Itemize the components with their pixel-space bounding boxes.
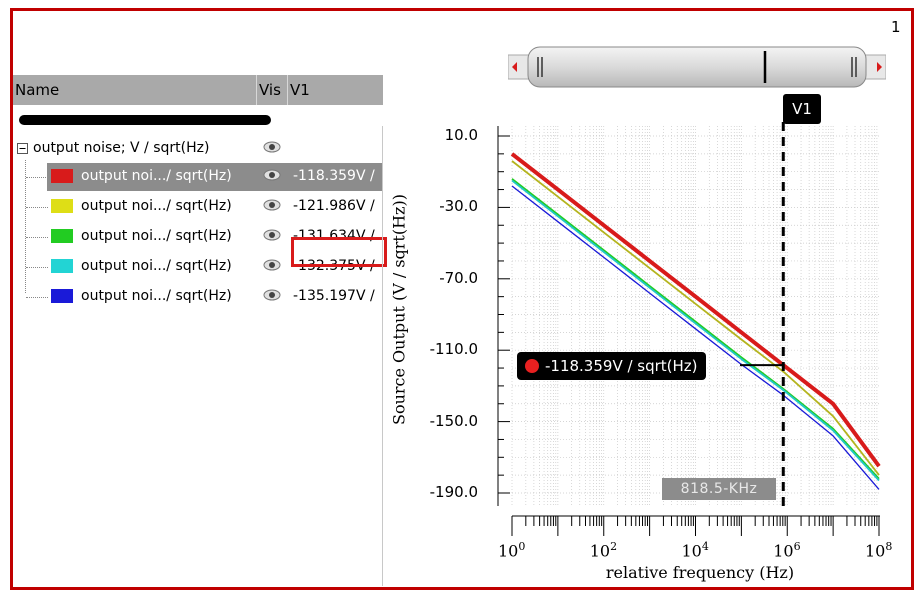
- panel-splitter[interactable]: [382, 126, 383, 586]
- x-tick-exponent: 8: [885, 540, 893, 553]
- visibility-eye-icon[interactable]: [263, 288, 281, 302]
- y-tick-label: -70.0: [439, 268, 478, 287]
- x-tick-exponent: 4: [701, 540, 709, 553]
- plot-axes: [497, 126, 880, 536]
- series-name: output noi.../ sqrt(Hz): [81, 228, 232, 244]
- window-number: 1: [891, 18, 901, 36]
- series-line[interactable]: [511, 185, 880, 490]
- column-header-vis[interactable]: Vis: [259, 81, 281, 99]
- column-header-v1[interactable]: V1: [290, 81, 310, 99]
- series-color-swatch[interactable]: [51, 229, 73, 243]
- x-tick-label: 100: [498, 540, 525, 560]
- x-tick-exponent: 6: [793, 540, 801, 553]
- series-v1-value[interactable]: -121.986V /: [293, 198, 375, 214]
- x-tick-base: 10: [865, 541, 886, 561]
- series-v1-value[interactable]: -135.197V /: [293, 288, 375, 304]
- series-v1-value[interactable]: -118.359V /: [293, 168, 375, 184]
- tree-guide-line: [25, 160, 26, 293]
- y-tick-label: -150.0: [429, 411, 478, 430]
- series-color-swatch[interactable]: [51, 169, 73, 183]
- signal-table: Name Vis V1 output noise; V / sqrt(Hz) o…: [13, 75, 387, 587]
- tree-guide-line: [26, 267, 48, 268]
- series-name: output noi.../ sqrt(Hz): [81, 258, 232, 274]
- x-tick-base: 10: [589, 541, 611, 561]
- table-row[interactable]: output noi.../ sqrt(Hz) -121.986V /: [13, 193, 383, 221]
- x-axis-label: relative frequency (Hz): [605, 563, 795, 582]
- series-color-swatch[interactable]: [51, 289, 73, 303]
- x-tick-label: 104: [682, 540, 709, 560]
- series-line[interactable]: [511, 160, 880, 476]
- visibility-eye-icon[interactable]: [263, 228, 281, 242]
- table-header: Name Vis V1: [13, 75, 383, 105]
- y-tick-label: -190.0: [429, 483, 478, 501]
- tree-guide-line: [26, 207, 48, 208]
- tree-guide-line: [26, 237, 48, 238]
- table-row[interactable]: output noi.../ sqrt(Hz) -131.634V /: [13, 223, 383, 251]
- tree-row-root[interactable]: output noise; V / sqrt(Hz): [13, 135, 383, 163]
- x-tick-base: 10: [498, 541, 519, 561]
- x-tick-label: 102: [590, 540, 617, 560]
- scroll-left-arrow-icon[interactable]: [512, 62, 517, 72]
- x-tick-exponent: 0: [518, 540, 526, 553]
- y-axis-label: Source Output (V / sqrt(Hz)): [389, 194, 409, 425]
- plot-grid: [511, 126, 879, 506]
- cursor-x-readout: 818.5-KHz: [662, 478, 776, 500]
- marker-value: -118.359V / sqrt(Hz): [545, 357, 698, 375]
- tree-guide-line: [26, 177, 48, 178]
- marker-dot-icon: [525, 359, 539, 373]
- column-divider[interactable]: [256, 75, 257, 105]
- cursor-label-v1[interactable]: V1: [783, 94, 821, 124]
- series-line[interactable]: [511, 179, 880, 482]
- series-line[interactable]: [511, 178, 880, 480]
- x-tick-base: 10: [681, 541, 702, 561]
- table-row[interactable]: output noi.../ sqrt(Hz) -135.197V /: [13, 283, 383, 311]
- x-tick-base: 10: [773, 541, 794, 561]
- redacted-text-bar: [19, 115, 271, 125]
- y-tick-label: -30.0: [439, 197, 478, 216]
- series-name: output noi.../ sqrt(Hz): [81, 288, 232, 304]
- column-divider[interactable]: [287, 75, 288, 105]
- visibility-eye-icon[interactable]: [263, 140, 281, 154]
- scroll-right-arrow-icon[interactable]: [877, 62, 882, 72]
- series-v1-value[interactable]: -131.634V /: [293, 228, 375, 244]
- x-tick-label: 108: [865, 540, 892, 560]
- plot-series: [510, 152, 881, 490]
- series-line[interactable]: [510, 152, 881, 468]
- table-row[interactable]: output noi.../ sqrt(Hz) -118.359V /: [47, 163, 383, 191]
- series-name: output noi.../ sqrt(Hz): [81, 198, 232, 214]
- y-tick-label: 10.0: [444, 126, 478, 144]
- tree-guide-line: [26, 297, 48, 298]
- y-tick-label: -110.0: [429, 340, 478, 359]
- series-color-swatch[interactable]: [51, 259, 73, 273]
- collapse-icon[interactable]: [17, 143, 28, 154]
- series-color-swatch[interactable]: [51, 199, 73, 213]
- column-header-name[interactable]: Name: [15, 81, 60, 99]
- x-range-slider[interactable]: [508, 43, 886, 93]
- x-tick-label: 106: [773, 540, 800, 560]
- visibility-eye-icon[interactable]: [263, 168, 281, 182]
- tree-root-label: output noise; V / sqrt(Hz): [33, 140, 210, 156]
- x-tick-exponent: 2: [610, 540, 618, 553]
- visibility-eye-icon[interactable]: [263, 258, 281, 272]
- visibility-eye-icon[interactable]: [263, 198, 281, 212]
- marker-callout[interactable]: -118.359V / sqrt(Hz): [517, 352, 706, 380]
- series-name: output noi.../ sqrt(Hz): [81, 168, 232, 184]
